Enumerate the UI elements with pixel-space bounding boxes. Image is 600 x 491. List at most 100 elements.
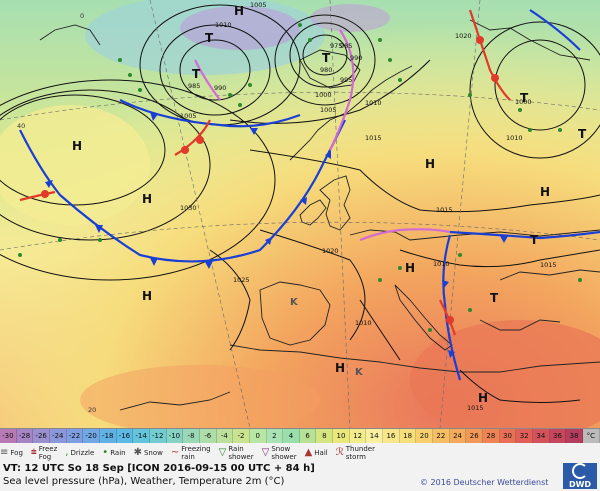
pressure-value: 975	[330, 42, 342, 50]
isobar-990-low	[179, 39, 251, 101]
pressure-value: 1005	[320, 106, 337, 114]
scale-cell: 12	[349, 429, 367, 443]
scale-cell: 20	[416, 429, 434, 443]
weather-symbol-icon: ~	[170, 447, 180, 458]
high-label-central-europe: H	[425, 157, 435, 171]
hot-area-west-africa	[80, 365, 320, 428]
hot-area-africa	[410, 320, 600, 428]
high-label-russia: H	[540, 185, 550, 199]
weather-symbol-icon: ⩧	[30, 447, 37, 458]
pressure-value: 1010	[355, 319, 372, 327]
front-triangle	[448, 350, 455, 358]
graticule	[0, 0, 600, 428]
pressure-value: 1015	[540, 261, 557, 269]
symbol-legend-item: , Drizzle	[65, 448, 94, 458]
isobar-1000-low-scand	[494, 39, 586, 131]
scale-unit: °C	[582, 429, 600, 443]
front-triangle	[95, 225, 103, 233]
high-label-arctic: H	[234, 4, 244, 18]
cold-front-arctic	[529, 9, 581, 51]
cold-front-italy	[442, 234, 462, 381]
scale-cell: 8	[316, 429, 334, 443]
temperature-scale: -30 -28 -26 -24 -22 -20 -18 -16 -14 -12 -10 -8 -6 -4-…	[0, 429, 600, 443]
isobar-1025	[209, 249, 251, 351]
scale-cell: 22	[433, 429, 450, 443]
scale-cell: 30	[499, 429, 517, 443]
pressure-map: H H H H H H H H H T T T T T T T K K 1005…	[0, 0, 600, 428]
symbol-legend-label: Thunder storm	[345, 445, 375, 461]
weather-symbol-legend: ≡ Fog ⩧ Freez Fog, Drizzle • Rain ✱ Snow ~ Freezin…	[0, 443, 600, 463]
scale-cell: 10	[333, 429, 350, 443]
scale-cell: -20	[83, 429, 100, 443]
pressure-value: 1010	[433, 260, 450, 268]
dwd-logo-text: DWD	[568, 480, 592, 489]
graticule-lon-1	[149, 0, 251, 428]
isobar-1000-low-east	[274, 14, 376, 106]
graticule-lon-2	[329, 0, 351, 428]
front-semicircle	[446, 316, 454, 324]
high-label-alps: H	[405, 261, 415, 275]
symbol-legend-item: ⩧ Freez Fog	[31, 445, 57, 461]
coastline-north-africa	[229, 344, 600, 373]
rain-dot	[18, 253, 22, 257]
isobar-1010	[249, 149, 600, 213]
rain-dot	[578, 278, 582, 282]
symbol-legend-label: Freezing rain	[181, 445, 211, 461]
map-subtitle: Sea level pressure (hPa), Weather, Tempe…	[3, 476, 285, 487]
rain-dot	[458, 253, 462, 257]
isobar-1010-south	[359, 299, 401, 361]
cold-pool-greenland	[180, 6, 300, 50]
front-triangle	[300, 197, 307, 205]
symbol-legend-item: ≡ Fog	[0, 448, 23, 458]
symbol-legend-item: ▽ Rain shower	[219, 445, 254, 461]
symbol-legend-label: Fog	[10, 449, 23, 457]
pressure-value: 985	[188, 82, 200, 90]
weather-symbol-icon: ,	[65, 447, 69, 458]
scale-cell: 28	[483, 429, 500, 443]
symbol-legend-label: Rain shower	[228, 445, 254, 461]
front-triangle	[205, 261, 213, 269]
weather-symbol-icon: ▲	[304, 447, 313, 458]
scale-cell: 14	[366, 429, 384, 443]
scale-cell: 24	[449, 429, 467, 443]
symbol-legend-item: ✱ Snow	[134, 448, 163, 458]
copyright: © 2016 Deutscher Wetterdienst	[420, 478, 549, 487]
scale-cell: -12	[149, 429, 167, 443]
weather-symbol-icon: ℛ	[335, 447, 344, 458]
valid-time: VT: 12 UTC So 18 Sep [ICON 2016-09-15 00…	[3, 463, 315, 474]
scale-cell: -30	[0, 429, 17, 443]
coastline-italy	[394, 284, 453, 351]
low-label-iceland: T	[322, 51, 331, 65]
pressure-centres: H H H H H H H H H T T T T T T T K K	[72, 4, 587, 405]
symbol-legend-label: Hail	[314, 449, 328, 457]
pressure-value: 1000	[515, 98, 532, 106]
cold-front-atlantic	[19, 119, 346, 263]
scale-cell: -26	[33, 429, 50, 443]
scale-cell: 6	[299, 429, 317, 443]
front-semicircle	[181, 146, 189, 154]
weather-symbol-icon: ▽	[261, 447, 270, 458]
cold-front-north	[119, 99, 301, 128]
scale-cell: -10	[166, 429, 184, 443]
scale-cell: 26	[466, 429, 484, 443]
scale-cell: -22	[66, 429, 84, 443]
isobar-980-low	[302, 34, 348, 76]
pressure-value: 1010	[215, 21, 232, 29]
precipitation-symbols	[18, 23, 582, 332]
pressure-value: 1025	[233, 276, 250, 284]
rain-dot	[518, 108, 522, 112]
legend-panel: -30 -28 -26 -24 -22 -20 -18 -16 -14 -12 -10 -8 -6 -4-…	[0, 428, 600, 491]
graticule-lat-2	[0, 91, 600, 121]
scale-cell: -14	[133, 429, 150, 443]
scale-cell: -18	[99, 429, 117, 443]
isobar-990-low-east	[289, 22, 361, 88]
high-label-atlantic-2: H	[142, 192, 152, 206]
front-triangle	[150, 258, 158, 266]
rain-dot	[528, 128, 532, 132]
front-triangle	[45, 180, 53, 188]
temperature-mark: 0	[80, 12, 84, 20]
coastline-britain	[319, 175, 351, 231]
front-triangle	[265, 237, 272, 245]
rain-dot	[118, 58, 122, 62]
